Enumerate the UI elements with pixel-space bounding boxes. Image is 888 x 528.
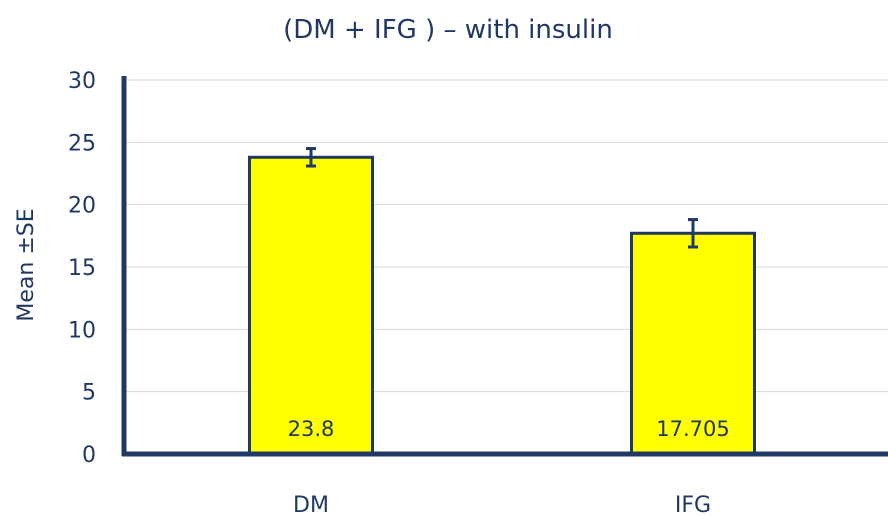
bars: [248, 147, 756, 456]
y-tick-label: 15: [68, 256, 96, 281]
bar-ifg: [630, 231, 756, 456]
y-tick-label: 0: [82, 443, 96, 468]
chart-title: (DM + IFG ) – with insulin: [283, 15, 613, 45]
data-label: 17.705: [656, 417, 729, 441]
y-tick-label: 5: [82, 381, 96, 406]
data-label: 23.8: [288, 417, 335, 441]
tick-labels: 0 5 10 15 20 25 30 23.8 DM 17.705 IFG: [68, 69, 730, 518]
gridlines: [124, 79, 888, 393]
y-tick-label: 25: [68, 131, 96, 156]
y-tick-label: 20: [68, 194, 96, 219]
y-tick-label: 10: [68, 318, 96, 343]
x-tick-label: IFG: [675, 493, 711, 518]
y-tick-label: 30: [68, 69, 96, 94]
axes: [121, 76, 888, 457]
y-axis-label: Mean ±SE: [14, 208, 39, 321]
x-tick-label: DM: [293, 493, 329, 518]
bar-dm: [248, 155, 374, 456]
